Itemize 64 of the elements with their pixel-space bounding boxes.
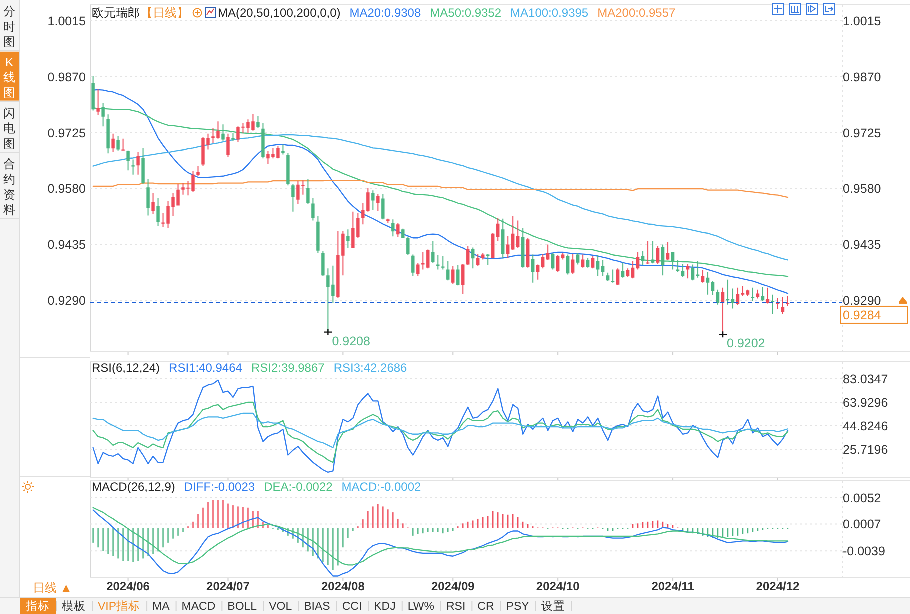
- tab-label: CR: [478, 601, 494, 613]
- legend-item: DEA:-0.0022: [264, 480, 333, 494]
- tab-label: LW%: [408, 601, 434, 613]
- y-tick-label: 1.0015: [843, 14, 882, 28]
- y-tick-label: 25.7196: [843, 442, 888, 457]
- x-tick-label: 2024/11: [652, 580, 694, 594]
- annotation: 0.9202: [727, 336, 766, 351]
- y-tick-label: 44.8246: [843, 420, 888, 434]
- legend-item: DIFF:-0.0023: [184, 480, 256, 494]
- tab-label: RSI: [446, 601, 466, 613]
- legend-item: RSI1:40.9464: [169, 361, 242, 375]
- y2-tick-label: 0.9435: [48, 238, 86, 252]
- tab-label: 模板: [62, 601, 86, 613]
- x-tick-label: 2024/08: [322, 580, 365, 594]
- y-tick-label: 83.0347: [843, 372, 888, 387]
- tab-label: PSY: [506, 601, 530, 613]
- tab-label: CCI: [342, 601, 362, 613]
- x-tick-label: 2024/07: [206, 580, 250, 594]
- tab-label: 指标: [26, 601, 50, 613]
- side-tab-label: 分时图: [4, 4, 16, 50]
- legend-item: MA200:0.9557: [598, 6, 676, 20]
- y2-tick-label: 0.9870: [48, 70, 86, 84]
- y-tick-label: 0.0052: [843, 491, 882, 506]
- side-tab-label: 闪电图: [4, 106, 16, 151]
- legend-item: MACD:-0.0002: [342, 480, 422, 494]
- tab-label: BOLL: [228, 601, 258, 613]
- legend-item: MA100:0.9395: [510, 6, 589, 20]
- y-tick-label: 63.9296: [843, 396, 888, 410]
- y-tick-label: 0.9580: [843, 182, 882, 196]
- y-tick-label: -0.0039: [843, 544, 886, 559]
- tab-label: BIAS: [304, 601, 330, 613]
- subtitle: 【日线】: [141, 6, 189, 20]
- tab-label: VOL: [269, 601, 292, 613]
- tab-label: MACD: [182, 601, 216, 613]
- y-tick-label: 0.9725: [843, 126, 882, 140]
- x-tick-label: 2024/09: [431, 580, 475, 594]
- legend-item: MA20:0.9308: [350, 6, 422, 20]
- legend-title: MACD(26,12,9): [92, 480, 176, 494]
- tab-label: MA: [152, 601, 170, 613]
- side-tab-selected: K线图: [0, 52, 19, 101]
- legend-title: RSI(6,12,24): [92, 361, 160, 375]
- side-tab-label: 合约资料: [4, 157, 16, 218]
- legend-title: MA(20,50,100,200,0,0): [218, 6, 341, 20]
- y-tick-label: 0.0007: [843, 518, 882, 532]
- y-tick-label: 0.9870: [843, 70, 882, 84]
- title: 欧元瑞郎: [92, 6, 140, 20]
- tab-label: VIP指标: [98, 601, 141, 613]
- y-tick-label: 0.9435: [843, 238, 882, 252]
- y2-tick-label: 0.9580: [48, 182, 86, 196]
- y2-tick-label: 0.9725: [48, 126, 86, 140]
- x-tick-label: 2024/06: [106, 580, 150, 594]
- y2-tick-label: 1.0015: [48, 14, 86, 28]
- x-tick-label: 2024/12: [756, 580, 800, 594]
- legend-item: RSI3:42.2686: [334, 361, 408, 375]
- legend-item: MA50:0.9352: [430, 6, 502, 20]
- y-tick-label: 0.9290: [843, 294, 882, 308]
- annotation: 0.9208: [332, 334, 370, 348]
- legend-item: RSI2:39.9867: [251, 361, 325, 375]
- period-selector: 日线 ▲: [33, 581, 72, 595]
- y2-tick-label: 0.9290: [48, 294, 86, 308]
- tab-label: 设置: [541, 601, 566, 613]
- ref-label: 0.9284: [843, 308, 882, 322]
- x-tick-label: 2024/10: [536, 580, 580, 594]
- tab-label: KDJ: [374, 601, 396, 613]
